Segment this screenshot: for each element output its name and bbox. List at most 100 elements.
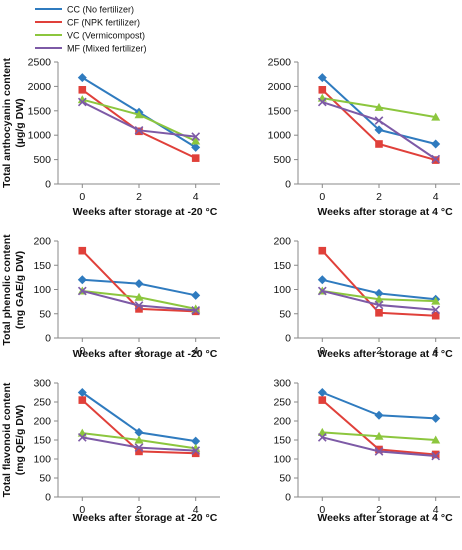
data-point xyxy=(318,396,327,404)
data-point xyxy=(317,93,327,102)
data-point xyxy=(191,305,201,315)
x-tick-label: 4 xyxy=(193,345,199,357)
legend-item-cc: CC (No fertilizer) xyxy=(35,5,134,15)
y-tick-label: 300 xyxy=(273,378,291,390)
y-tick-label: 150 xyxy=(33,435,51,447)
y-tick-label: 1500 xyxy=(268,105,292,117)
data-point xyxy=(135,447,143,456)
x-tick-label: 2 xyxy=(136,504,142,516)
data-point xyxy=(77,97,87,107)
legend-label: CC (No fertilizer) xyxy=(67,5,134,15)
data-point xyxy=(374,116,384,125)
y-axis-title-line: Total phenolic content xyxy=(1,234,13,346)
data-point xyxy=(374,431,384,440)
y-tick-label: 200 xyxy=(273,236,291,248)
y-axis-title-line: (mg GAE/g DW) xyxy=(14,251,26,329)
data-point xyxy=(191,132,201,142)
x-tick-label: 2 xyxy=(136,191,142,203)
series-cc xyxy=(317,388,441,423)
data-point xyxy=(317,286,327,296)
y-tick-label: 1500 xyxy=(28,105,52,117)
data-point xyxy=(431,413,441,423)
data-point xyxy=(317,73,327,83)
x-tick-label: 4 xyxy=(433,345,439,357)
y-tick-label: 250 xyxy=(273,397,291,409)
y-tick-label: 100 xyxy=(273,284,291,296)
series-cf xyxy=(318,246,440,320)
y-tick-label: 500 xyxy=(33,154,51,166)
x-tick-label: 0 xyxy=(79,191,85,203)
data-point xyxy=(431,435,441,444)
data-point xyxy=(191,449,200,458)
data-point xyxy=(191,154,200,162)
data-point xyxy=(431,139,441,149)
data-point xyxy=(134,279,144,289)
legend-label: MF (Mixed fertilizer) xyxy=(67,44,147,54)
x-tick-label: 0 xyxy=(79,345,85,357)
series-cf xyxy=(78,396,200,458)
series-mf xyxy=(77,97,201,142)
data-point xyxy=(134,443,144,452)
x-axis-title: Weeks after storage at -20 °C xyxy=(73,512,218,524)
y-tick-label: 100 xyxy=(33,454,51,466)
x-tick-label: 4 xyxy=(193,191,199,203)
y-axis-title-row-1: Total anthocyanin content (µg/g DW) xyxy=(1,58,26,188)
y-axis-title-row-3: Total flavonoid content (mg QE/g DW) xyxy=(1,382,26,497)
data-point xyxy=(191,142,201,152)
data-point xyxy=(78,86,87,94)
data-point xyxy=(191,446,201,456)
legend: CC (No fertilizer) CF (NPK fertilizer) VC … xyxy=(35,5,147,54)
data-point xyxy=(375,140,383,148)
x-axis-title: Weeks after storage at -20 °C xyxy=(73,348,218,360)
data-point xyxy=(77,275,87,285)
data-point xyxy=(134,125,144,135)
data-point xyxy=(77,388,87,397)
data-point xyxy=(375,308,383,317)
data-point xyxy=(134,292,144,301)
data-point xyxy=(135,305,143,313)
y-tick-label: 2000 xyxy=(268,81,292,93)
y-tick-label: 100 xyxy=(273,454,291,466)
x-tick-label: 0 xyxy=(319,345,325,357)
x-axis-title: Weeks after storage at -20 °C xyxy=(73,206,218,218)
y-tick-label: 200 xyxy=(33,416,51,428)
series-cc xyxy=(77,275,201,300)
y-tick-label: 1000 xyxy=(268,130,292,142)
legend-item-vc: VC (Vermicompost) xyxy=(35,31,145,41)
y-tick-label: 150 xyxy=(273,435,291,447)
x-axis-title: Weeks after storage at 4 °C xyxy=(317,512,453,524)
y-tick-label: 200 xyxy=(33,236,51,248)
y-tick-label: 500 xyxy=(273,154,291,166)
data-point xyxy=(134,427,144,437)
data-point xyxy=(318,86,327,94)
panel-1-2: 0 500 1000 1500 2000 2500 0 2 4 Weeks after stora… xyxy=(268,57,460,218)
data-point xyxy=(374,125,384,135)
x-tick-label: 2 xyxy=(136,345,142,357)
y-axis-title-line: Total flavonoid content xyxy=(1,382,13,497)
data-point xyxy=(317,275,327,285)
x-tick-label: 0 xyxy=(79,504,85,516)
data-point xyxy=(431,311,440,320)
data-point xyxy=(317,388,327,397)
x-tick-label: 4 xyxy=(433,191,439,203)
y-tick-label: 0 xyxy=(45,179,51,191)
data-point xyxy=(317,427,327,436)
legend-item-mf: MF (Mixed fertilizer) xyxy=(35,44,147,54)
y-axis-title-line: Total anthocyanin content xyxy=(1,58,13,188)
data-point xyxy=(374,102,384,111)
y-tick-label: 300 xyxy=(33,378,51,390)
y-tick-label: 1000 xyxy=(28,130,52,142)
data-point xyxy=(78,396,87,404)
series-vc xyxy=(77,95,201,145)
data-point xyxy=(317,432,327,442)
data-point xyxy=(431,450,440,459)
data-point xyxy=(374,294,384,303)
x-axis-title: Weeks after storage at 4 °C xyxy=(317,348,453,360)
data-point xyxy=(134,110,144,119)
legend-label: CF (NPK fertilizer) xyxy=(67,18,140,28)
data-point xyxy=(374,300,384,310)
y-tick-label: 2500 xyxy=(268,57,292,69)
